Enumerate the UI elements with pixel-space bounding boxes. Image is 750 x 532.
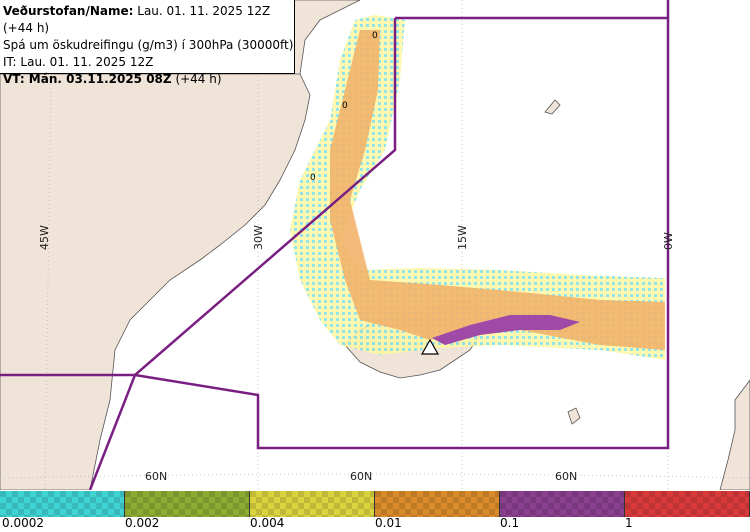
valid-time-label: VT: Mán. 03.11.2025 08Z: [3, 72, 172, 86]
contour-label: 0: [310, 173, 316, 183]
legend-tick: 0.0002: [2, 516, 44, 530]
lat-label-60n-2: 60N: [350, 470, 372, 483]
faroe-land: [567, 407, 581, 425]
greenland-land: [0, 0, 361, 490]
fir-boundary: [0, 16, 670, 490]
info-header: Veðurstofan/Name: Lau. 01. 11. 2025 12Z …: [0, 0, 295, 86]
legend-tick: 0.01: [375, 516, 402, 530]
legend-swatch-purple: [500, 491, 625, 517]
contour-label: 0: [372, 31, 378, 41]
jan-mayen-land: [544, 99, 561, 115]
lon-label-45w: 45W: [38, 225, 51, 250]
ash-plume-high: [432, 315, 580, 345]
lat-label-60n-3: 60N: [555, 470, 577, 483]
lat-label-60n-1: 60N: [145, 470, 167, 483]
legend-tick: 0.1: [500, 516, 520, 530]
name-value: Lau. 01. 11. 2025 12Z (+44 h): [3, 4, 271, 35]
name-label: Veðurstofan/Name:: [3, 4, 134, 18]
ash-plume-halo: [290, 15, 665, 360]
legend-tick: 1: [625, 516, 633, 530]
valid-time-value: (+44 h): [175, 72, 222, 86]
contour-label: 0: [342, 101, 348, 111]
legend-swatch-orange: [375, 491, 500, 517]
norway-land: [719, 379, 750, 490]
legend-swatch-green: [125, 491, 250, 517]
legend-tick: 0.004: [250, 516, 285, 530]
ash-plume-medium: [330, 30, 665, 350]
header-line-2: Spá um öskudreifingu (g/m3) í 300hPa (30…: [3, 38, 294, 52]
lon-label-0w: 0W: [662, 232, 675, 250]
header-line-3: IT: Lau. 01. 11. 2025 12Z: [3, 55, 154, 69]
legend-swatch-cyan: [0, 491, 125, 517]
header-line-1: Veðurstofan/Name: Lau. 01. 11. 2025 12Z …: [3, 3, 294, 37]
legend-swatch-red: [625, 491, 750, 517]
legend-tick: 0.002: [125, 516, 160, 530]
legend-swatch-yellow: [250, 491, 375, 517]
ash-dispersion-map: 45W 30W 15W 0W 60N 60N 60N 0 0 0: [0, 0, 750, 490]
lon-label-30w: 30W: [252, 225, 265, 250]
header-line-4: VT: Mán. 03.11.2025 08Z (+44 h): [3, 71, 294, 88]
color-legend: 0.0002 0.002 0.004 0.01 0.1 1: [0, 490, 750, 532]
lon-label-15w: 15W: [456, 225, 469, 250]
volcano-icon: [420, 338, 440, 355]
